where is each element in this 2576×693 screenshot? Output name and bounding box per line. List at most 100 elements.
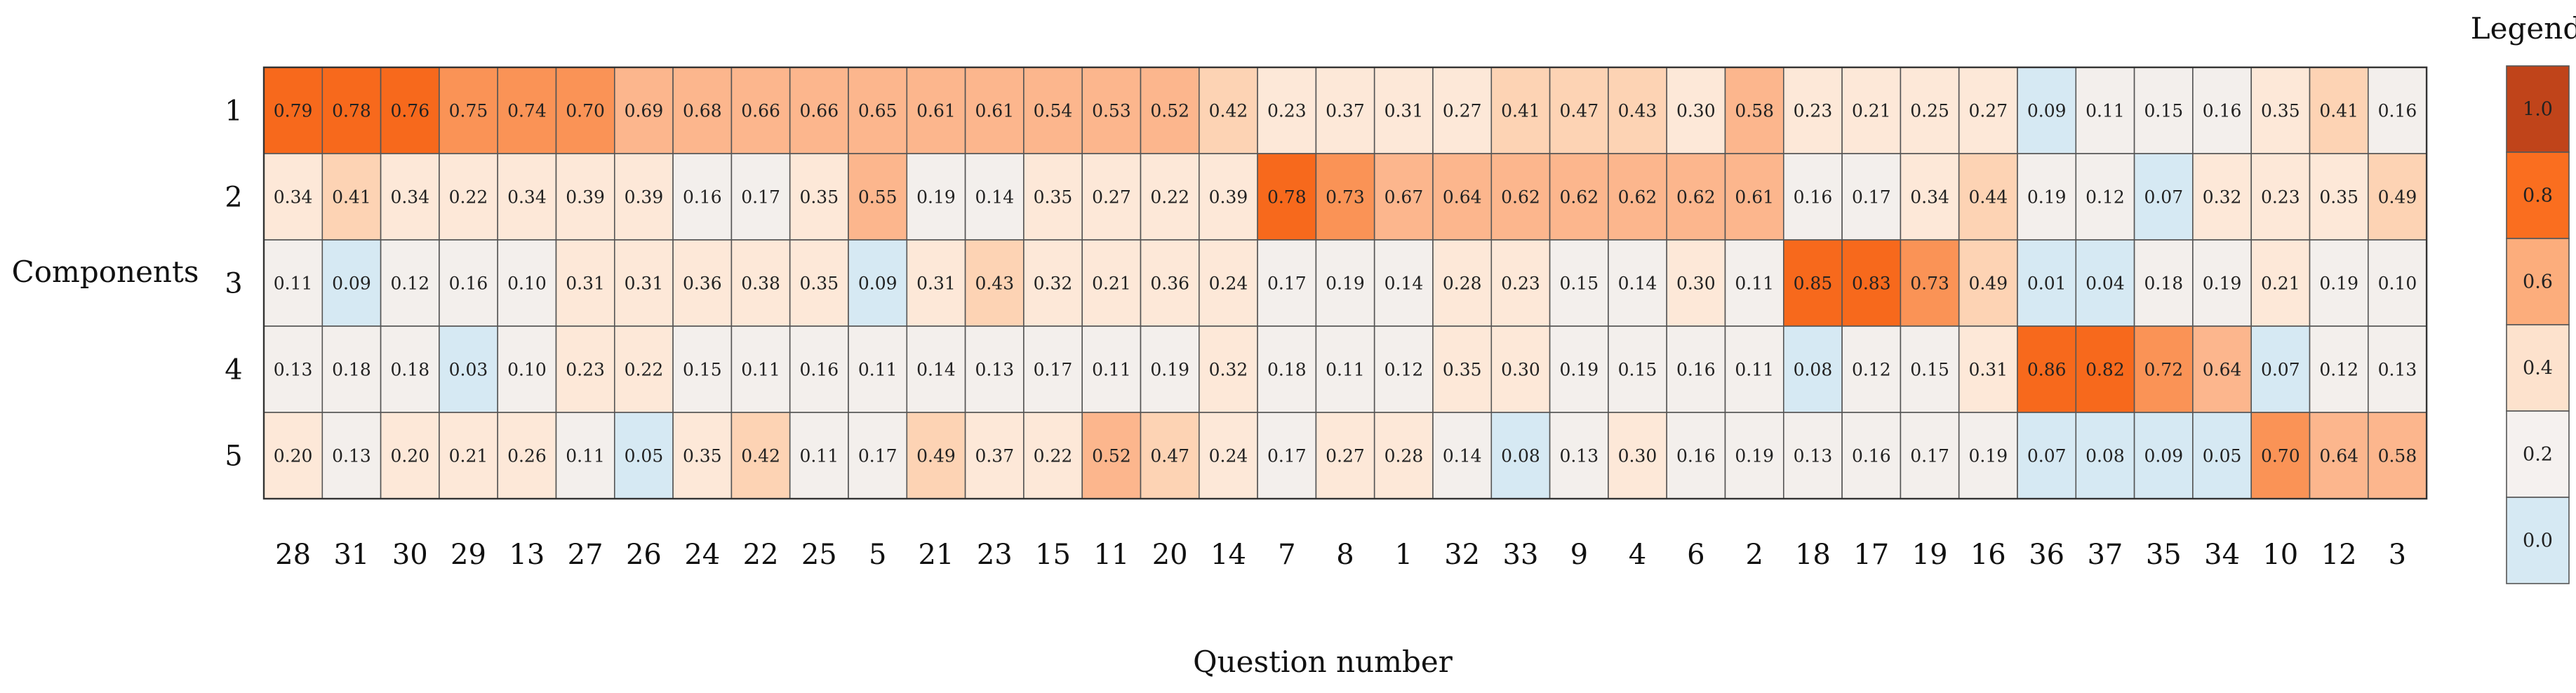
heatmap-cell	[906, 412, 966, 499]
cell-value-label: 0.49	[2378, 187, 2417, 208]
cell-value-label: 0.27	[1443, 101, 1482, 121]
cell-value-label: 0.09	[332, 274, 371, 294]
cell-value-label: 0.19	[1559, 360, 1599, 380]
cell-value-label: 0.66	[741, 101, 780, 121]
heatmap-cell	[439, 412, 499, 499]
legend: 1.0 0.8 0.6 0.4 0.2 0.0	[2506, 65, 2570, 584]
cell-value-label: 0.19	[916, 187, 956, 208]
heatmap-cell	[380, 239, 440, 327]
heatmap-cell	[1432, 67, 1493, 154]
heatmap-cell	[2309, 239, 2369, 327]
cell-value-label: 0.18	[2144, 274, 2183, 294]
heatmap-cell	[2192, 325, 2252, 413]
heatmap-cell	[2133, 412, 2194, 499]
cell-value-label: 0.11	[1092, 360, 1131, 380]
cell-value-label: 0.70	[2261, 446, 2300, 466]
column-tick-label: 32	[1444, 539, 1480, 571]
heatmap-cell	[555, 153, 615, 241]
column-tick-label: 12	[2321, 539, 2357, 571]
column-tick-label: 18	[1795, 539, 1831, 571]
heatmap-cell	[964, 153, 1025, 241]
heatmap-cell	[1315, 412, 1375, 499]
cell-value-label: 0.10	[507, 274, 547, 294]
cell-value-label: 0.04	[2086, 274, 2125, 294]
cell-value-label: 0.07	[2144, 187, 2183, 208]
cell-value-label: 0.31	[566, 274, 605, 294]
heatmap-cell	[730, 239, 791, 327]
cell-value-label: 0.67	[1384, 187, 1424, 208]
cell-value-label: 0.34	[390, 187, 429, 208]
cell-value-label: 0.17	[1852, 187, 1891, 208]
cell-value-label: 0.32	[2203, 187, 2242, 208]
heatmap-cell	[380, 153, 440, 241]
cell-value-label: 0.19	[1150, 360, 1189, 380]
heatmap-cell	[1724, 239, 1784, 327]
heatmap-cell	[1608, 412, 1667, 499]
legend-label: 1.0	[2523, 99, 2553, 121]
cell-value-label: 0.16	[2203, 101, 2242, 121]
heatmap-cell	[1140, 325, 1200, 413]
legend-swatch	[2506, 238, 2570, 325]
heatmap-cell	[1841, 67, 1902, 154]
heatmap-cell	[2133, 153, 2194, 241]
cell-value-label: 0.11	[566, 446, 605, 466]
cell-value-label: 0.19	[2027, 187, 2067, 208]
cell-value-label: 0.32	[1034, 274, 1073, 294]
heatmap-cell	[1140, 153, 1200, 241]
cell-value-label: 0.53	[1092, 101, 1131, 121]
heatmap-cell	[906, 325, 966, 413]
cell-value-label: 0.43	[1618, 101, 1657, 121]
heatmap-cell	[2017, 239, 2077, 327]
column-tick-label: 22	[743, 539, 779, 571]
cell-value-label: 0.31	[1384, 101, 1424, 121]
column-tick-label: 24	[684, 539, 720, 571]
cell-value-label: 0.47	[1150, 446, 1189, 466]
heatmap-cell	[1666, 239, 1726, 327]
cell-value-label: 0.62	[1501, 187, 1540, 208]
cell-value-label: 0.42	[741, 446, 780, 466]
heatmap-cell	[672, 412, 733, 499]
cell-value-label: 0.83	[1852, 274, 1891, 294]
heatmap-cell	[2075, 325, 2135, 413]
heatmap-cell	[321, 153, 382, 241]
heatmap-cell	[1023, 239, 1083, 327]
heatmap-cell	[1900, 67, 1960, 154]
heatmap-cell	[730, 153, 791, 241]
heatmap-cell	[848, 153, 908, 241]
cell-value-label: 0.75	[449, 101, 488, 121]
cell-value-label: 0.11	[858, 360, 897, 380]
cell-value-label: 0.30	[1501, 360, 1540, 380]
cell-value-label: 0.38	[741, 274, 780, 294]
cell-value-label: 0.10	[507, 360, 547, 380]
heatmap-cell	[613, 325, 674, 413]
column-tick-label: 2	[1745, 539, 1763, 571]
heatmap-cell	[439, 325, 499, 413]
heatmap-cell	[1081, 239, 1142, 327]
cell-value-label: 0.23	[1794, 101, 1833, 121]
cell-value-label: 0.27	[1092, 187, 1131, 208]
cell-value-label: 0.52	[1150, 101, 1189, 121]
legend-swatch	[2506, 152, 2570, 239]
cell-value-label: 0.30	[1676, 101, 1716, 121]
heatmap-cell	[1023, 412, 1083, 499]
cell-value-label: 0.49	[916, 446, 956, 466]
cell-value-label: 0.15	[2144, 101, 2183, 121]
column-tick-label: 30	[392, 539, 428, 571]
heatmap-cell	[555, 67, 615, 154]
cell-value-label: 0.36	[1150, 274, 1189, 294]
cell-value-label: 0.22	[625, 360, 664, 380]
cell-value-label: 0.30	[1618, 446, 1657, 466]
legend-title: Legend	[2471, 11, 2576, 46]
heatmap-cell	[263, 412, 323, 499]
cell-value-label: 0.28	[1443, 274, 1482, 294]
heatmap-cell	[1958, 412, 2018, 499]
column-tick-label: 21	[919, 539, 954, 571]
cell-value-label: 0.19	[2319, 274, 2358, 294]
legend-swatch	[2506, 324, 2570, 412]
cell-value-label: 0.41	[1501, 101, 1540, 121]
column-tick-label: 4	[1629, 539, 1646, 571]
cell-value-label: 0.65	[858, 101, 897, 121]
column-tick-label: 25	[801, 539, 837, 571]
cell-value-label: 0.07	[2027, 446, 2067, 466]
heatmap-cell	[1257, 153, 1317, 241]
